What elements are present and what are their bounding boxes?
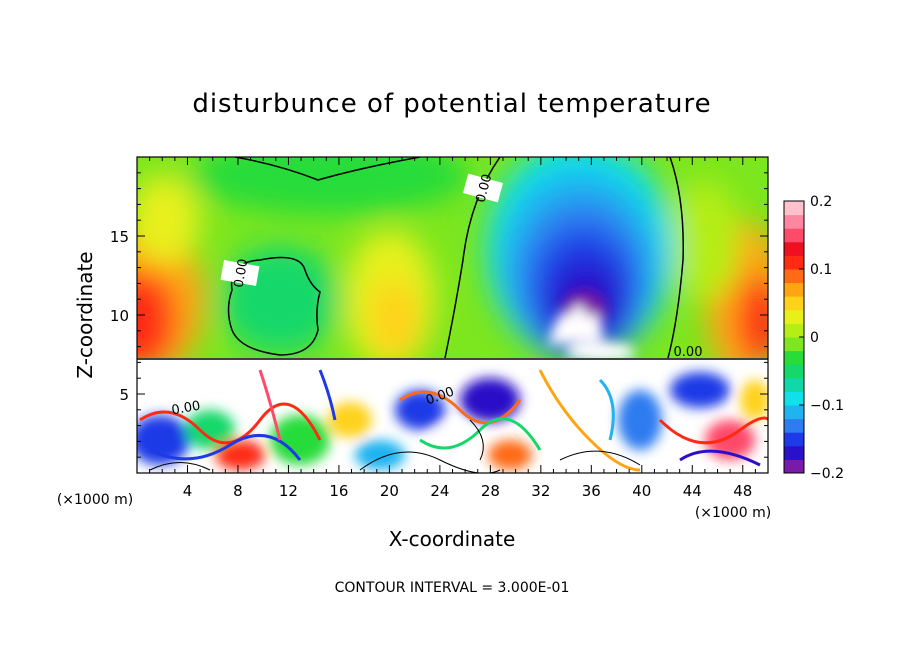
plot-area: 0.00 0.00 0.00 0.00 0.00 bbox=[137, 157, 768, 473]
colorbar-swatch bbox=[784, 309, 804, 324]
colorbar-swatch bbox=[784, 323, 804, 338]
x-tick-label: 4 bbox=[183, 482, 193, 500]
colorbar-swatch bbox=[784, 405, 804, 420]
colorbar-tick-label: 0.1 bbox=[810, 262, 832, 278]
x-tick-label: 44 bbox=[683, 482, 702, 500]
x-tick-label: 36 bbox=[582, 482, 601, 500]
x-axis-unit-left: (×1000 m) bbox=[57, 492, 133, 508]
colorbar-swatch bbox=[784, 418, 804, 433]
colorbar-swatch bbox=[784, 201, 804, 216]
colorbar-tick-label: −0.1 bbox=[810, 398, 844, 414]
colorbar-swatch bbox=[784, 228, 804, 243]
x-tick-label: 8 bbox=[233, 482, 243, 500]
colorbar: 0.2 0.1 0 −0.1 −0.2 bbox=[783, 194, 844, 482]
colorbar-swatch bbox=[784, 296, 804, 311]
colorbar-swatch bbox=[784, 432, 804, 447]
colorbar-swatch bbox=[784, 445, 804, 460]
y-tick-label: 5 bbox=[119, 386, 129, 404]
x-tick-label: 20 bbox=[380, 482, 399, 500]
contour-interval-note: CONTOUR INTERVAL = 3.000E-01 bbox=[335, 580, 570, 596]
x-tick-label: 32 bbox=[531, 482, 550, 500]
colorbar-swatch bbox=[784, 459, 804, 474]
colorbar-swatch bbox=[784, 241, 804, 256]
colorbar-swatch bbox=[784, 364, 804, 379]
lower-field bbox=[137, 358, 768, 473]
x-tick-label: 12 bbox=[279, 482, 298, 500]
y-axis-label: Z-coordinate bbox=[73, 251, 97, 378]
colorbar-swatch bbox=[784, 350, 804, 365]
x-tick-label: 24 bbox=[430, 482, 449, 500]
y-tick-label: 10 bbox=[110, 307, 129, 325]
colorbar-tick-label: 0.2 bbox=[810, 194, 832, 210]
contour-label: 0.00 bbox=[171, 399, 202, 419]
x-axis-unit-right: (×1000 m) bbox=[695, 505, 771, 521]
x-tick-label: 16 bbox=[329, 482, 348, 500]
chart-title: disturbunce of potential temperature bbox=[192, 89, 711, 119]
contour-label: 0.00 bbox=[232, 258, 252, 289]
contour-label: 0.00 bbox=[473, 172, 495, 204]
contour-label: 0.00 bbox=[674, 345, 703, 360]
colorbar-swatch bbox=[784, 255, 804, 270]
colorbar-swatch bbox=[784, 391, 804, 406]
colorbar-swatch bbox=[784, 282, 804, 297]
x-axis-label: X-coordinate bbox=[389, 527, 516, 551]
x-axis: 4 8 12 16 20 24 28 32 36 40 44 48 bbox=[149, 157, 756, 500]
colorbar-swatch bbox=[784, 337, 804, 352]
colorbar-swatch bbox=[784, 269, 804, 284]
colorbar-tick-label: 0 bbox=[810, 330, 819, 346]
x-tick-label: 28 bbox=[481, 482, 500, 500]
y-axis: 5 10 15 bbox=[110, 172, 768, 458]
colorbar-tick-label: −0.2 bbox=[810, 466, 844, 482]
y-tick-label: 15 bbox=[110, 228, 129, 246]
x-tick-label: 40 bbox=[632, 482, 651, 500]
x-tick-label: 48 bbox=[733, 482, 752, 500]
colorbar-swatch bbox=[784, 214, 804, 229]
colorbar-swatch bbox=[784, 377, 804, 392]
